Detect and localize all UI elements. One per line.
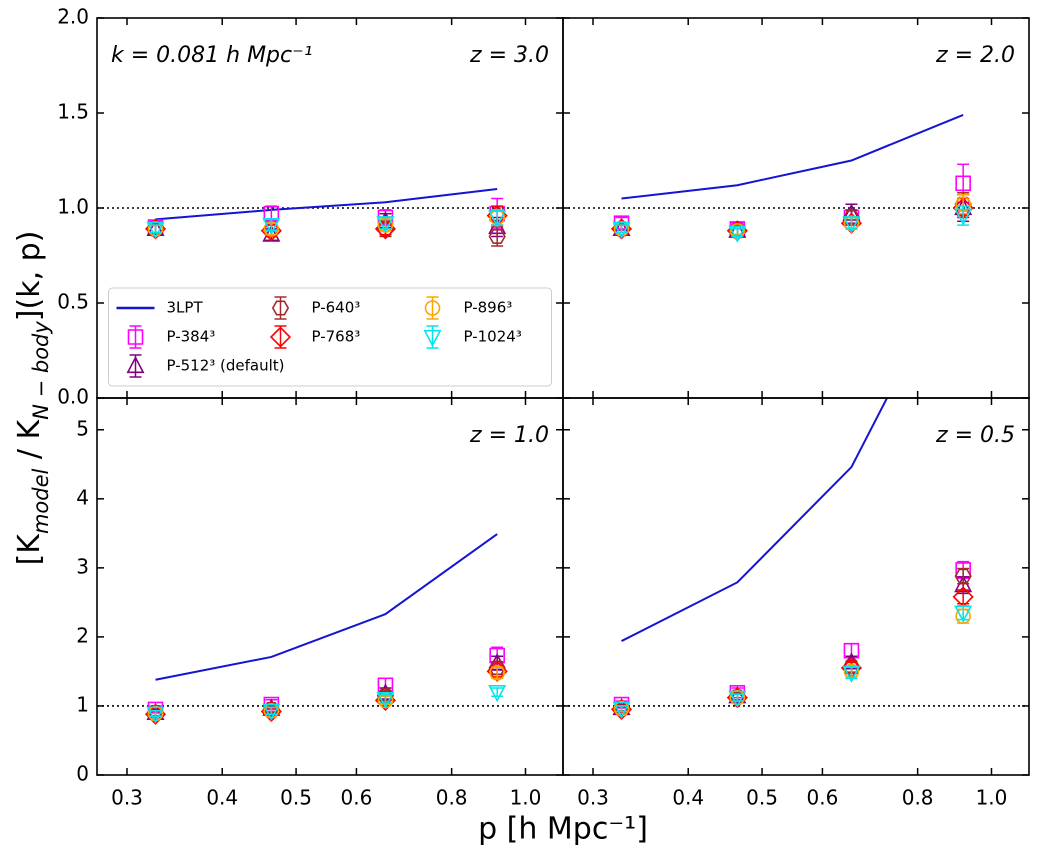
marker — [612, 221, 631, 240]
y-axis-label-part: / K — [12, 418, 47, 468]
marker — [954, 568, 972, 584]
y-axis-label: [Kmodel / KN − body](k, p) — [12, 231, 54, 566]
marker — [728, 225, 747, 243]
marker — [842, 216, 861, 234]
x-tick-label: 1.0 — [976, 786, 1008, 810]
y-tick-label: 1 — [76, 692, 89, 716]
marker — [954, 208, 973, 226]
legend-marker — [269, 326, 292, 348]
panel: 0.3 0.4 0.5 0.6 0.8 1.0 z = 0.5 — [562, 397, 1030, 810]
data-area — [144, 188, 508, 247]
y-tick-label: 5 — [76, 416, 89, 440]
marker — [376, 216, 395, 234]
legend-marker — [423, 329, 442, 348]
legend-label: P-1024³ — [464, 328, 522, 346]
marker — [488, 229, 506, 244]
panel: 0 1 2 3 4 5 0.3 0.4 0.5 0.6 0.8 1.0 z = 1.0 — [76, 397, 564, 810]
data-area — [610, 398, 974, 720]
legend-marker — [127, 329, 144, 345]
y-tick-label: 1.5 — [57, 100, 89, 124]
x-tick-label: 0.4 — [672, 786, 704, 810]
marker — [729, 223, 746, 239]
x-tick-label: 0.5 — [280, 786, 312, 810]
y-axis-label-part: N − body — [29, 321, 53, 420]
marker — [489, 647, 505, 664]
y-tick-label: 0.0 — [57, 385, 89, 409]
marker — [843, 642, 860, 659]
marker — [262, 703, 281, 721]
marker — [146, 221, 165, 240]
legend-marker — [271, 300, 290, 316]
data-area — [144, 533, 508, 725]
legend-label: P-896³ — [464, 299, 513, 317]
panel-label: z = 3.0 — [469, 43, 549, 68]
marker — [146, 706, 165, 724]
y-tick-label: 0 — [76, 762, 89, 786]
x-tick-label: 0.5 — [746, 786, 778, 810]
data-area — [610, 113, 974, 243]
legend-label: P-768³ — [312, 328, 361, 346]
marker — [488, 210, 507, 228]
y-axis-label-part: model — [29, 468, 53, 534]
legend: 3LPT P-384³ P-512³ (default) P-640³ P-768³ P-… — [108, 287, 552, 387]
legend-label: 3LPT — [167, 299, 204, 317]
legend-label: P-640³ — [312, 299, 361, 317]
panel-label: z = 1.0 — [469, 423, 549, 448]
x-axis-label: p [h Mpc⁻¹] — [478, 812, 648, 847]
legend-marker — [424, 300, 441, 316]
panel-label: z = 2.0 — [935, 43, 1015, 68]
legend-label: P-384³ — [167, 328, 216, 346]
x-tick-label: 0.3 — [577, 786, 609, 810]
x-tick-label: 0.3 — [111, 786, 143, 810]
y-tick-label: 2 — [76, 623, 89, 647]
x-tick-label: 0.8 — [902, 786, 934, 810]
x-tick-label: 0.6 — [807, 786, 839, 810]
line — [155, 533, 498, 681]
marker — [376, 688, 395, 704]
line — [621, 113, 964, 200]
y-axis-label-part: [K — [12, 533, 47, 566]
y-tick-label: 4 — [76, 485, 89, 509]
panel-note: k = 0.081 h Mpc⁻¹ — [111, 43, 313, 68]
y-tick-label: 0.5 — [57, 290, 89, 314]
y-tick-label: 1.0 — [57, 195, 89, 219]
marker — [612, 701, 631, 719]
marker — [728, 690, 747, 708]
line — [621, 398, 889, 642]
marker — [842, 665, 861, 683]
marker — [376, 691, 395, 710]
marker — [955, 175, 971, 192]
legend-label: P-512³ (default) — [167, 357, 285, 375]
y-axis-label-part: ](k, p) — [12, 231, 47, 322]
x-tick-label: 0.6 — [341, 786, 373, 810]
panel: 0.0 0.5 1.0 1.5 2.0 z = 3.0 k = 0.081 h Mpc⁻¹ 3… — [57, 5, 564, 409]
y-tick-label: 3 — [76, 554, 89, 578]
x-tick-label: 0.8 — [436, 786, 468, 810]
marker — [488, 660, 506, 676]
panel-frame — [562, 397, 1030, 776]
x-tick-label: 0.4 — [206, 786, 238, 810]
y-tick-label: 2.0 — [57, 5, 89, 29]
marker — [489, 665, 505, 681]
marker — [262, 218, 281, 236]
marker — [728, 686, 747, 704]
legend-marker — [126, 355, 145, 374]
panel-label: z = 0.5 — [935, 423, 1015, 448]
marker — [954, 605, 973, 623]
x-tick-label: 1.0 — [510, 786, 542, 810]
line — [155, 188, 498, 221]
marker — [488, 685, 507, 703]
legend-frame — [108, 287, 552, 387]
